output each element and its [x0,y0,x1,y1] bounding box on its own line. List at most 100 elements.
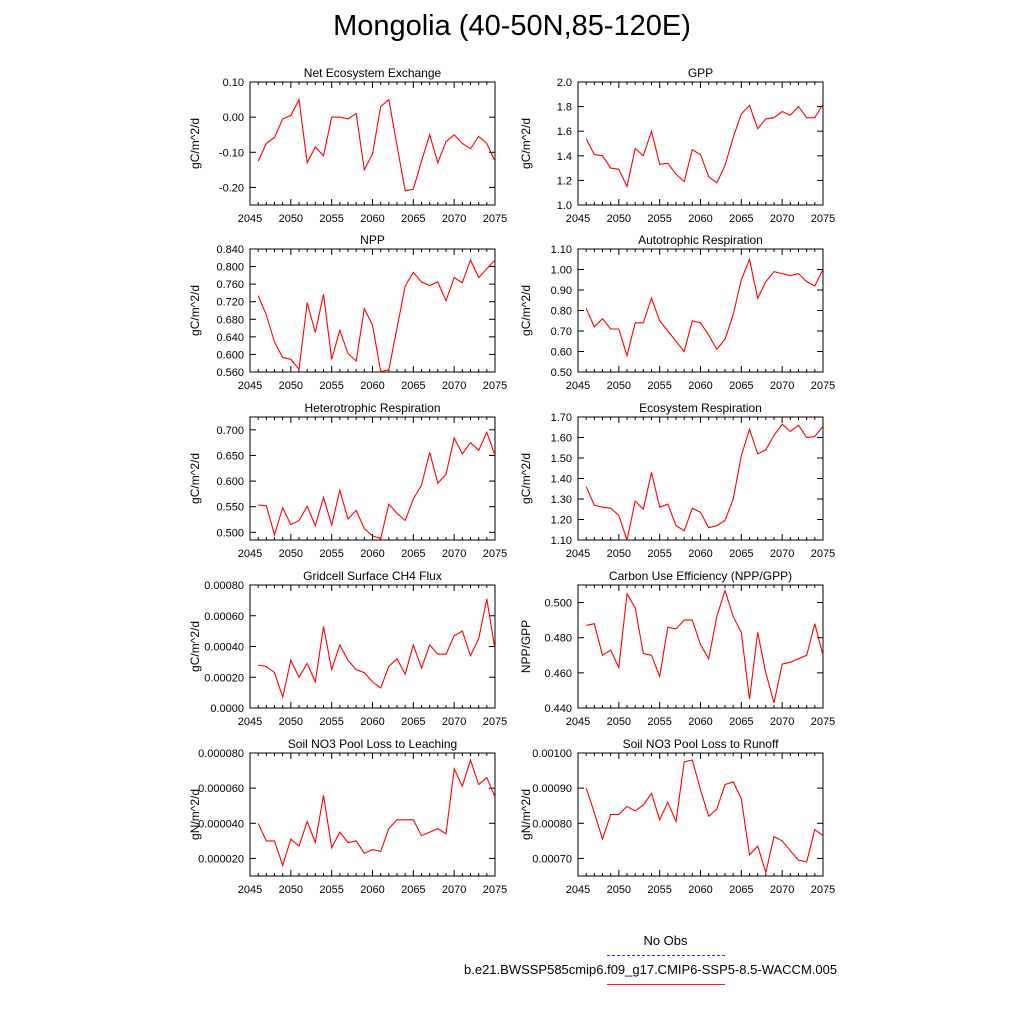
y-tick-label: 0.500 [216,527,244,539]
x-tick-label: 2055 [319,716,343,728]
x-tick-label: 2055 [647,884,671,896]
x-tick-label: 2045 [566,884,590,896]
y-tick-label: 0.00 [223,112,244,124]
x-tick-label: 2060 [360,213,384,225]
x-tick-label: 2060 [688,548,712,560]
x-tick-label: 2045 [238,716,262,728]
x-tick-label: 2050 [279,716,303,728]
y-tick-label: 0.460 [544,668,572,680]
x-tick-label: 2045 [238,213,262,225]
y-tick-label: 0.000040 [198,818,244,830]
x-tick-label: 2055 [319,213,343,225]
y-tick-label: 0.00080 [532,818,572,830]
y-tick-label: 0.680 [216,314,244,326]
x-tick-label: 2065 [401,380,425,392]
y-tick-label: 0.440 [544,703,572,715]
plot-frame [249,248,496,373]
y-tick-label: 0.720 [216,297,244,309]
series-line-0 [257,97,495,192]
y-tick-label: 0.00060 [204,611,244,623]
y-tick-label: 0.00020 [204,672,244,684]
x-tick-label: 2075 [483,548,507,560]
chart-heterotrophic-respiration: Heterotrophic Respiration gC/m^2/d 2045 205… [188,401,507,560]
chart-title: Heterotrophic Respiration [304,401,440,415]
y-tick-label: 0.760 [216,279,244,291]
y-tick-label: 0.70 [551,326,572,338]
y-tick-label: 1.60 [551,433,572,445]
x-tick-label: 2065 [729,380,753,392]
plot-frame [249,584,496,709]
x-tick-label: 2050 [279,213,303,225]
y-axis-label: gN/m^2/d [188,789,202,840]
x-tick-label: 2070 [770,213,794,225]
y-tick-label: 0.00040 [204,642,244,654]
y-tick-label: 0.00100 [532,748,572,760]
y-tick-label: 0.500 [544,598,572,610]
series-line-0 [585,759,823,875]
y-axis-label: gN/m^2/d [519,789,533,840]
chart-title: Soil NO3 Pool Loss to Leaching [288,737,457,751]
y-tick-label: 0.90 [551,285,572,297]
y-tick-label: -0.10 [219,147,244,159]
y-tick-label: 0.560 [216,367,244,379]
series-line-0 [257,258,495,372]
x-tick-label: 2075 [483,380,507,392]
x-tick-label: 2060 [360,548,384,560]
y-tick-label: 0.0000 [210,703,244,715]
x-tick-label: 2065 [401,716,425,728]
x-tick-label: 2070 [442,548,466,560]
y-tick-label: 1.20 [551,515,572,527]
series-line-0 [586,588,823,703]
series-line-0 [585,257,823,358]
x-tick-label: 2070 [442,380,466,392]
x-tick-label: 2065 [729,716,753,728]
y-tick-label: 0.000060 [198,783,244,795]
chart-title: NPP [360,233,385,247]
x-tick-label: 2075 [811,716,835,728]
y-tick-label: 0.480 [544,633,572,645]
plot-frame [577,416,824,541]
y-tick-label: 0.600 [216,476,244,488]
chart-net-ecosystem-exchange: Net Ecosystem Exchange gC/m^2/d 2045 2050 20… [188,66,507,225]
chart-autotrophic-respiration: Autotrophic Respiration gC/m^2/d 2045 2050 2… [519,233,835,392]
y-axis-label: gC/m^2/d [519,118,533,169]
page-title: Mongolia (40-50N,85-120E) [333,10,691,42]
x-tick-label: 2070 [770,380,794,392]
x-tick-label: 2055 [647,213,671,225]
y-tick-label: 0.700 [216,425,244,437]
chart-title: Gridcell Surface CH4 Flux [303,569,442,583]
chart-soil-no3-pool-loss-to-runoff: Soil NO3 Pool Loss to Runoff gN/m^2/d 2045… [519,737,835,896]
y-tick-label: 0.80 [551,306,572,318]
x-tick-label: 2065 [729,884,753,896]
y-tick-label: 0.840 [216,244,244,256]
x-tick-label: 2070 [770,548,794,560]
x-tick-label: 2050 [607,380,631,392]
x-tick-label: 2075 [811,213,835,225]
series-line-0 [258,598,495,700]
x-tick-label: 2065 [401,213,425,225]
y-tick-label: 1.50 [551,453,572,465]
y-tick-label: 1.2 [557,175,572,187]
x-tick-label: 2060 [688,716,712,728]
y-tick-label: 1.00 [551,265,572,277]
x-tick-label: 2070 [442,716,466,728]
x-tick-label: 2045 [566,213,590,225]
x-tick-label: 2055 [319,380,343,392]
x-tick-label: 2060 [688,380,712,392]
y-tick-label: 1.70 [551,412,572,424]
plot-frame [249,752,496,877]
chart-title: Soil NO3 Pool Loss to Runoff [623,737,780,751]
x-tick-label: 2055 [647,548,671,560]
y-axis-label: gC/m^2/d [188,453,202,504]
x-tick-label: 2070 [442,213,466,225]
chart-gridcell-surface-ch4-flux: Gridcell Surface CH4 Flux gC/m^2/d 2045 205… [188,569,507,728]
plot-frame [577,584,824,709]
x-tick-label: 2060 [360,716,384,728]
chart-gpp: GPP gC/m^2/d 2045 2050 2055 2060 2065 2070 2075 1… [519,66,835,225]
x-tick-label: 2045 [238,548,262,560]
x-tick-label: 2060 [360,884,384,896]
x-tick-label: 2045 [238,380,262,392]
x-tick-label: 2060 [688,213,712,225]
y-tick-label: 1.0 [557,200,572,212]
